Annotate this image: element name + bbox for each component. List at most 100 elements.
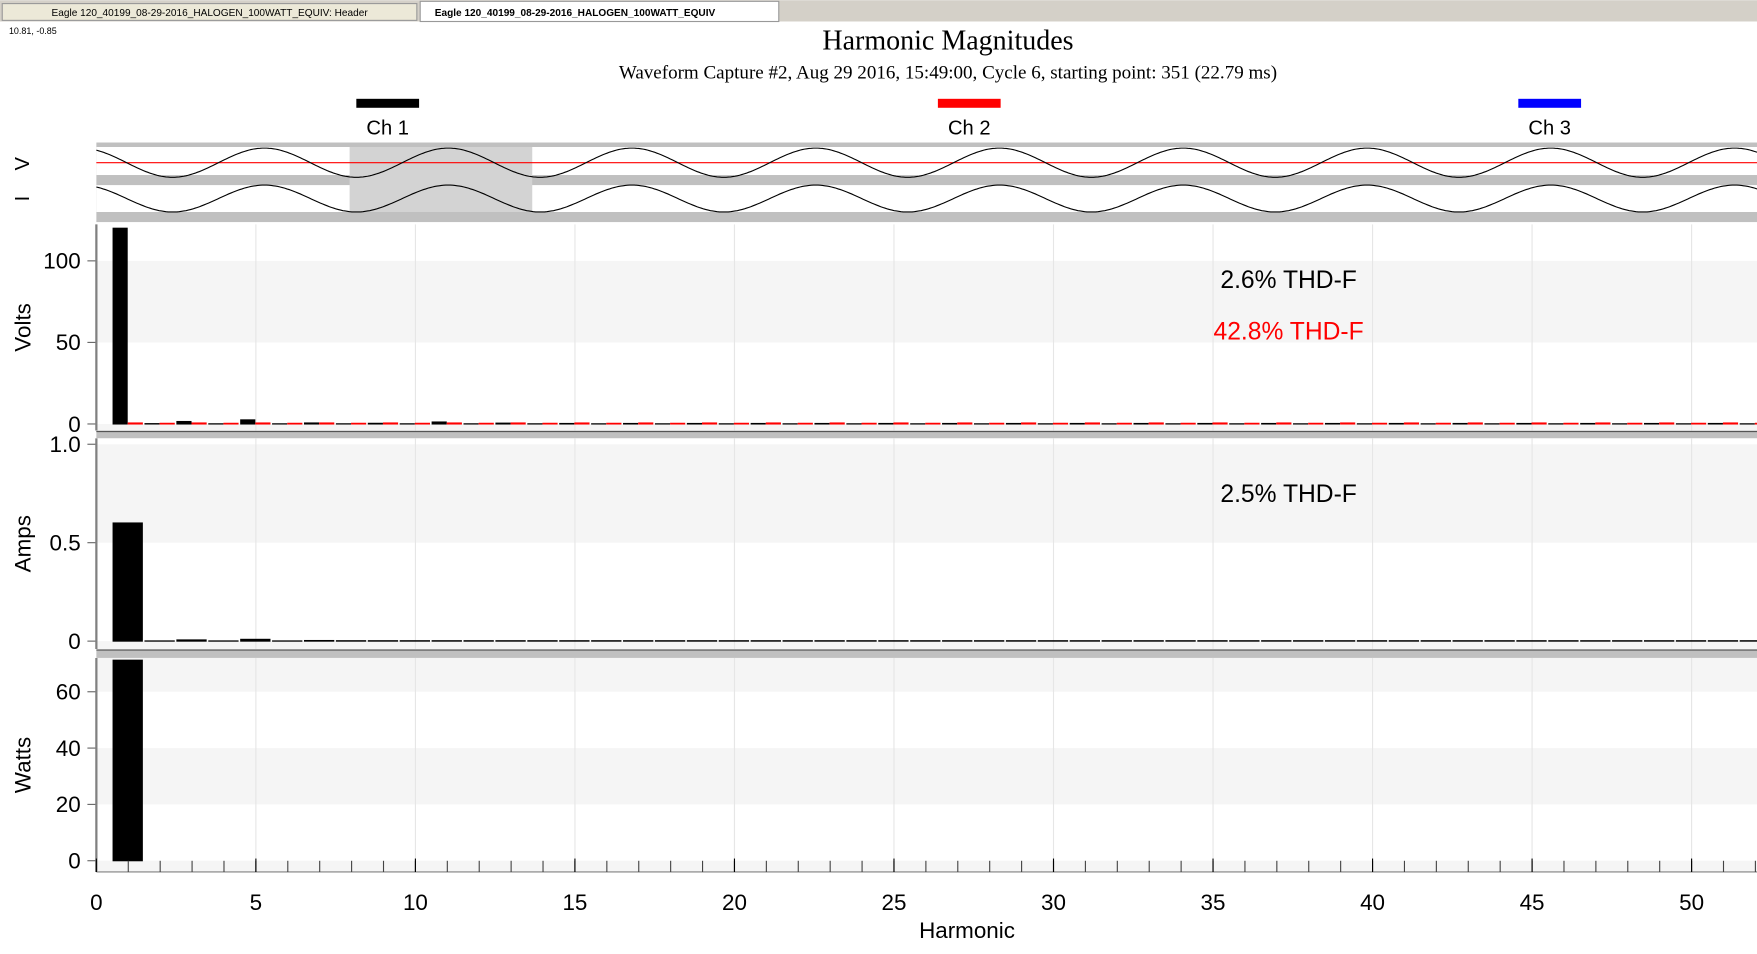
bar xyxy=(1052,422,1069,425)
bar xyxy=(478,422,494,425)
band xyxy=(96,423,1757,431)
y-tick-label: 40 xyxy=(56,736,81,761)
bar xyxy=(1722,422,1739,425)
y-tick-label: 0 xyxy=(68,629,80,654)
bar xyxy=(1084,422,1101,425)
y-tick-label: 0 xyxy=(68,849,80,874)
bar xyxy=(574,422,590,425)
bar xyxy=(240,638,271,642)
band xyxy=(96,260,1757,343)
bar xyxy=(670,422,686,425)
bar xyxy=(1371,422,1388,425)
chart-subtitle: Waveform Capture #2, Aug 29 2016, 15:49:… xyxy=(619,63,1277,84)
y-tick-label: 100 xyxy=(43,249,80,274)
bar xyxy=(1435,422,1451,425)
bar xyxy=(893,422,909,425)
y-tick-label: 0 xyxy=(68,412,80,437)
y-axis-label: Watts xyxy=(10,737,35,793)
bar xyxy=(382,422,399,425)
bar xyxy=(765,422,781,425)
x-tick-label: 25 xyxy=(882,890,907,915)
y-axis-label: Amps xyxy=(10,515,35,572)
y-tick-label: 60 xyxy=(56,680,81,705)
x-tick-label: 45 xyxy=(1520,890,1545,915)
bar xyxy=(414,422,431,425)
bar xyxy=(319,422,335,425)
bar xyxy=(733,422,750,425)
bar xyxy=(112,227,128,425)
chart-title: Harmonic Magnitudes xyxy=(822,26,1073,57)
bar xyxy=(431,421,447,425)
bar xyxy=(112,522,143,642)
band xyxy=(96,657,1757,692)
y-tick-label: 1.0 xyxy=(50,432,81,457)
x-tick-label: 20 xyxy=(722,890,747,915)
bar xyxy=(1212,422,1228,425)
annotation: 2.5% THD-F xyxy=(1220,481,1356,508)
bar xyxy=(1340,422,1356,425)
x-tick-label: 35 xyxy=(1201,890,1226,915)
y-axis-label: Volts xyxy=(10,303,35,352)
tab-active[interactable] xyxy=(419,0,780,23)
bar xyxy=(925,422,941,425)
bar xyxy=(303,639,335,642)
bar xyxy=(1595,422,1611,425)
bar xyxy=(176,420,192,425)
bar xyxy=(989,422,1005,425)
bar xyxy=(127,422,143,425)
y-tick-label: 0.5 xyxy=(50,531,81,556)
bar xyxy=(1754,422,1757,425)
bar xyxy=(1244,422,1260,425)
pane-divider xyxy=(96,430,1757,439)
x-tick-label: 50 xyxy=(1679,890,1704,915)
bar xyxy=(351,422,367,425)
legend-swatch xyxy=(937,98,1001,108)
bar xyxy=(638,422,654,425)
legend-swatch xyxy=(1518,98,1582,108)
bar xyxy=(367,422,383,425)
bar xyxy=(112,659,143,862)
bar xyxy=(1148,422,1164,425)
bar xyxy=(191,422,207,425)
bar xyxy=(159,422,175,425)
tab-label[interactable]: Eagle 120_40199_08-29-2016_HALOGEN_100WA… xyxy=(52,8,369,19)
waveform-v xyxy=(96,147,1757,178)
x-tick-label: 5 xyxy=(250,890,262,915)
x-axis-label: Harmonic xyxy=(919,918,1015,943)
bar xyxy=(1276,422,1292,425)
bar xyxy=(303,422,320,425)
bar xyxy=(1116,422,1132,425)
band xyxy=(96,748,1757,805)
bar xyxy=(957,422,973,425)
bar xyxy=(176,639,207,642)
bar xyxy=(1691,422,1707,425)
bar xyxy=(861,422,877,425)
legend-label: Ch 3 xyxy=(1528,118,1571,140)
band xyxy=(96,860,1757,872)
x-tick-label: 15 xyxy=(562,890,587,915)
bar xyxy=(446,422,462,425)
bar xyxy=(240,419,256,425)
band xyxy=(96,641,1757,650)
bar xyxy=(1308,422,1324,425)
bar xyxy=(797,422,813,425)
annotation: 2.6% THD-F xyxy=(1220,267,1356,294)
bar xyxy=(1563,422,1579,425)
legend-label: Ch 1 xyxy=(366,118,409,140)
x-tick-label: 10 xyxy=(403,890,428,915)
bar xyxy=(1659,422,1675,425)
bar xyxy=(1403,422,1420,425)
tab[interactable] xyxy=(1,3,418,21)
band xyxy=(96,444,1757,543)
bar xyxy=(287,422,303,425)
tab-label[interactable]: Eagle 120_40199_08-29-2016_HALOGEN_100WA… xyxy=(435,8,716,19)
legend-label: Ch 2 xyxy=(948,118,991,140)
x-tick-label: 0 xyxy=(90,890,102,915)
x-tick-label: 30 xyxy=(1041,890,1066,915)
bar xyxy=(1627,422,1643,425)
bar xyxy=(1499,422,1515,425)
cursor-readout: 10.81, -0.85 xyxy=(9,26,57,36)
bar xyxy=(495,422,511,425)
